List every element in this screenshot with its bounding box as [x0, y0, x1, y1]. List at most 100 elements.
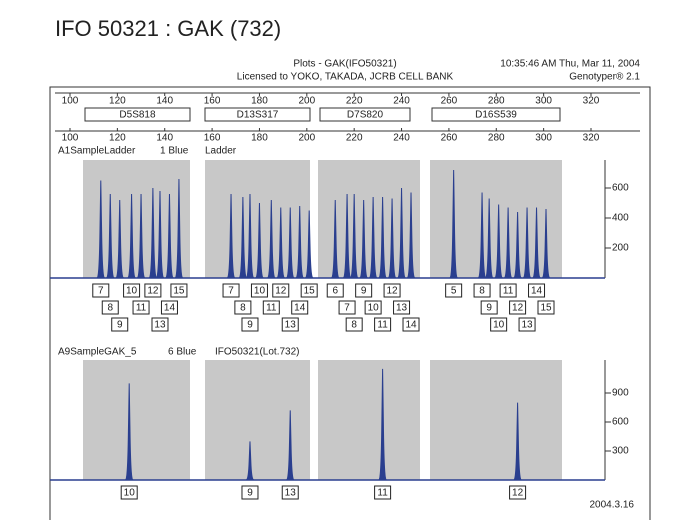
plot-title: Plots - GAK(IFO50321) — [293, 59, 396, 70]
size-tick-label: 320 — [583, 96, 600, 107]
peak — [115, 199, 125, 279]
allele-label: 14 — [531, 286, 543, 297]
allele-label: 11 — [503, 286, 514, 297]
allele-label: 10 — [126, 286, 138, 297]
allele-box — [250, 283, 268, 298]
peak — [254, 202, 264, 279]
size-tick-label: 180 — [251, 96, 268, 107]
allele-box — [300, 283, 318, 298]
peak — [368, 196, 378, 279]
allele-box — [111, 317, 129, 332]
dye-label: 1 Blue — [160, 146, 189, 157]
peak — [522, 207, 532, 279]
y-tick-label: 600 — [612, 417, 629, 428]
size-tick-label: 320 — [583, 133, 600, 144]
allele-box — [326, 283, 344, 298]
allele-label: 7 — [98, 286, 104, 297]
marker-label: D5S818 — [119, 110, 156, 121]
size-tick-label: 260 — [441, 133, 458, 144]
y-tick-label: 200 — [612, 243, 629, 254]
allele-box — [170, 283, 188, 298]
peak — [148, 187, 158, 279]
allele-box — [281, 317, 299, 332]
allele-box — [528, 283, 546, 298]
allele-label: 15 — [173, 286, 185, 297]
allele-box — [473, 283, 491, 298]
peak — [477, 192, 487, 279]
size-tick-label: 140 — [156, 133, 173, 144]
allele-label: 13 — [521, 320, 533, 331]
peak — [164, 193, 174, 279]
peak — [155, 190, 165, 279]
allele-box — [509, 485, 527, 500]
allele-label: 10 — [254, 286, 266, 297]
allele-box — [241, 317, 259, 332]
allele-box — [480, 300, 498, 315]
peak — [96, 180, 106, 279]
allele-box — [338, 300, 356, 315]
allele-label: 12 — [147, 286, 159, 297]
allele-label: 11 — [377, 488, 388, 499]
peak — [285, 207, 295, 279]
peak — [484, 198, 494, 279]
allele-label: 14 — [164, 303, 176, 314]
peak — [226, 193, 236, 279]
sample-label: A9SampleGAK_5 — [58, 347, 137, 358]
allele-label: 15 — [304, 286, 316, 297]
allele-box — [364, 300, 382, 315]
allele-label: 12 — [512, 303, 524, 314]
page-title: IFO 50321 : GAK (732) — [55, 16, 281, 41]
allele-label: 12 — [512, 488, 524, 499]
marker-box — [204, 107, 311, 122]
license: Licensed to YOKO, TAKADA, JCRB CELL BANK — [237, 72, 454, 83]
size-tick-label: 200 — [298, 133, 315, 144]
peak — [378, 196, 388, 279]
allele-box — [144, 283, 162, 298]
peak — [349, 193, 359, 279]
size-tick-label: 120 — [109, 133, 126, 144]
marker-box — [84, 107, 191, 122]
allele-label: 13 — [154, 320, 166, 331]
peak — [295, 205, 305, 279]
allele-label: 10 — [368, 303, 380, 314]
allele-box — [393, 300, 411, 315]
allele-box — [374, 317, 392, 332]
printout-frame — [49, 86, 651, 525]
allele-box — [92, 283, 110, 298]
allele-label: 13 — [285, 320, 297, 331]
allele-label: 8 — [240, 303, 246, 314]
size-tick-label: 140 — [156, 96, 173, 107]
bin-shade — [205, 360, 310, 480]
allele-label: 8 — [351, 320, 357, 331]
bin-shade — [430, 160, 562, 278]
marker-label: D7S820 — [347, 110, 384, 121]
allele-label: 8 — [479, 286, 485, 297]
allele-label: 12 — [275, 286, 287, 297]
peak — [359, 199, 369, 279]
peak — [245, 441, 255, 481]
allele-box — [123, 283, 141, 298]
print-date: 2004.3.16 — [590, 500, 635, 511]
size-tick-label: 220 — [346, 96, 363, 107]
marker-box — [431, 107, 561, 122]
y-tick-label: 600 — [612, 183, 629, 194]
y-tick-label: 400 — [612, 213, 629, 224]
peak — [245, 193, 255, 279]
marker-box — [319, 107, 411, 122]
y-tick-label: 300 — [612, 446, 629, 457]
size-tick-label: 100 — [62, 133, 79, 144]
allele-box — [262, 300, 280, 315]
size-tick-label: 100 — [62, 96, 79, 107]
peak — [174, 178, 184, 279]
size-tick-label: 120 — [109, 96, 126, 107]
allele-box — [291, 300, 309, 315]
sample-label: A1SampleLadder — [58, 146, 136, 157]
size-tick-label: 200 — [298, 96, 315, 107]
allele-box — [281, 485, 299, 500]
allele-label: 11 — [136, 303, 147, 314]
peak — [105, 193, 115, 279]
allele-box — [518, 317, 536, 332]
size-tick-label: 160 — [204, 133, 221, 144]
size-tick-label: 280 — [488, 96, 505, 107]
